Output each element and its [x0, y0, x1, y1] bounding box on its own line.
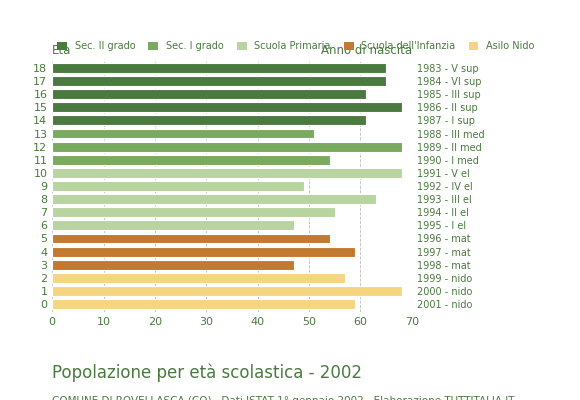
Bar: [52, 286, 401, 296]
Legend: Sec. II grado, Sec. I grado, Scuola Primaria, Scuola dell'Infanzia, Asilo Nido: Sec. II grado, Sec. I grado, Scuola Prim…: [57, 41, 535, 51]
Bar: [52, 181, 304, 191]
Bar: [52, 220, 293, 230]
Bar: [52, 142, 401, 152]
Bar: [52, 273, 345, 283]
Bar: [52, 260, 293, 270]
Bar: [52, 89, 365, 99]
Bar: [52, 102, 401, 112]
Bar: [52, 155, 329, 165]
Bar: [52, 299, 356, 309]
Bar: [52, 247, 356, 256]
Text: Anno di nascita: Anno di nascita: [321, 44, 412, 58]
Bar: [52, 207, 335, 217]
Bar: [52, 234, 329, 244]
Text: Popolazione per età scolastica - 2002: Popolazione per età scolastica - 2002: [52, 364, 362, 382]
Text: COMUNE DI ROVELLASCA (CO) · Dati ISTAT 1° gennaio 2002 · Elaborazione TUTTITALIA: COMUNE DI ROVELLASCA (CO) · Dati ISTAT 1…: [52, 396, 514, 400]
Bar: [52, 168, 401, 178]
Bar: [52, 128, 314, 138]
Bar: [52, 194, 376, 204]
Bar: [52, 63, 386, 73]
Bar: [52, 76, 386, 86]
Bar: [52, 116, 365, 125]
Text: Età: Età: [52, 44, 71, 58]
